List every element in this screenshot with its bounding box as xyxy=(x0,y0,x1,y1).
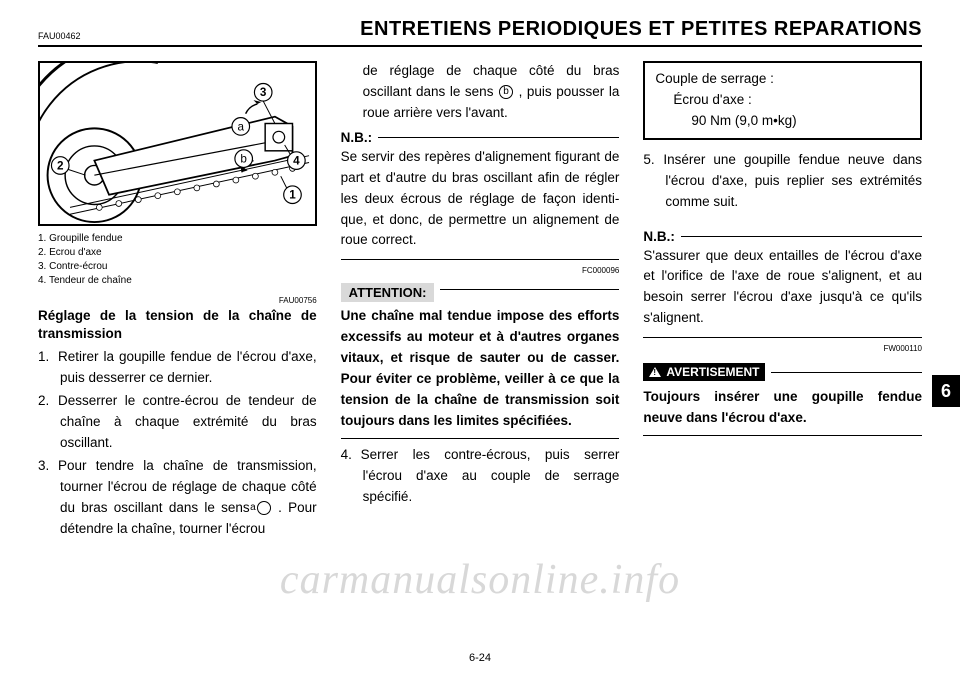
svg-text:2: 2 xyxy=(57,159,64,172)
figure-caption: 1. Groupille fendue 2. Ecrou d'axe 3. Co… xyxy=(38,232,317,288)
section-code: FW000110 xyxy=(643,344,922,353)
caption-line: 4. Tendeur de chaîne xyxy=(38,274,317,288)
torque-line-1: Couple de serrage : xyxy=(655,69,910,90)
note-header: N.B.: xyxy=(643,229,922,244)
warning-badge: AVERTISEMENT xyxy=(643,363,765,381)
direction-a-icon: a xyxy=(257,501,271,515)
section-code: FC000096 xyxy=(341,266,620,275)
rule-line xyxy=(341,259,620,260)
attention-label: ATTENTION: xyxy=(341,283,435,302)
content-columns: 3 a b 4 1 2 xyxy=(38,61,922,542)
rule-line xyxy=(643,435,922,436)
rule-line xyxy=(440,289,619,290)
column-1: 3 a b 4 1 2 xyxy=(38,61,317,542)
svg-text:a: a xyxy=(238,120,245,133)
rule-line xyxy=(341,438,620,439)
warning-triangle-icon xyxy=(649,367,661,377)
torque-line-2: Écrou d'axe : xyxy=(655,90,910,111)
direction-b-icon: b xyxy=(499,85,513,99)
column-2: de réglage de chaque côté du bras oscill… xyxy=(341,61,620,542)
torque-spec-box: Couple de serrage : Écrou d'axe : 90 Nm … xyxy=(643,61,922,140)
step-1: 1.Retirer la goupille fendue de l'é­crou… xyxy=(38,347,317,389)
warning-label: AVERTISEMENT xyxy=(666,365,759,379)
step-text: Serrer les contre-écrous, puis serrer l'… xyxy=(361,447,620,504)
step-text: Insérer une goupille fendue neuve dans l… xyxy=(663,152,922,209)
rule-line xyxy=(378,137,619,138)
wheel-chain-figure: 3 a b 4 1 2 xyxy=(38,61,317,226)
page-number: 6-24 xyxy=(0,652,960,664)
rule-line xyxy=(771,372,922,373)
column-3: Couple de serrage : Écrou d'axe : 90 Nm … xyxy=(643,61,922,542)
warning-header: AVERTISEMENT xyxy=(643,363,922,381)
step-text: Desserrer le contre-écrou de ten­deur de… xyxy=(58,393,317,450)
header-title: ENTRETIENS PERIODIQUES ET PETITES REPARA… xyxy=(360,18,922,41)
chapter-tab: 6 xyxy=(932,375,960,407)
wheel-chain-illustration: 3 a b 4 1 2 xyxy=(40,63,315,224)
step-number: 2. xyxy=(38,391,58,412)
note-text: Se servir des repères d'alignement figur… xyxy=(341,147,620,252)
note-text: S'assurer que deux entailles de l'é­crou… xyxy=(643,246,922,330)
step-text: Pour tendre la chaîne de trans­mission, … xyxy=(58,458,317,536)
step-4: 4.Serrer les contre-écrous, puis serrer … xyxy=(341,445,620,508)
caption-line: 3. Contre-écrou xyxy=(38,260,317,274)
note-label: N.B.: xyxy=(341,130,373,145)
warning-text: Toujours insérer une goupille fen­due ne… xyxy=(643,387,922,429)
watermark: carmanualsonline.info xyxy=(0,556,960,604)
svg-text:4: 4 xyxy=(293,154,300,167)
note-header: N.B.: xyxy=(341,130,620,145)
header-code: FAU00462 xyxy=(38,31,81,41)
step-number: 3. xyxy=(38,456,58,477)
note-label: N.B.: xyxy=(643,229,675,244)
attention-text: Une chaîne mal tendue impose des efforts… xyxy=(341,306,620,432)
step-5: 5.Insérer une goupille fendue neuve dans… xyxy=(643,150,922,213)
caption-line: 1. Groupille fendue xyxy=(38,232,317,246)
step-3-continued: de réglage de chaque côté du bras oscill… xyxy=(341,61,620,124)
step-3: 3.Pour tendre la chaîne de trans­mission… xyxy=(38,456,317,540)
step-number: 5. xyxy=(643,150,663,171)
step-text: Retirer la goupille fendue de l'é­crou d… xyxy=(58,349,317,385)
section-title: Réglage de la tension de la chaîne de tr… xyxy=(38,307,317,343)
rule-line xyxy=(681,236,922,237)
step-2: 2.Desserrer le contre-écrou de ten­deur … xyxy=(38,391,317,454)
svg-text:b: b xyxy=(240,153,247,166)
rule-line xyxy=(643,337,922,338)
caption-line: 2. Ecrou d'axe xyxy=(38,246,317,260)
step-number: 4. xyxy=(341,445,361,466)
svg-text:1: 1 xyxy=(289,189,296,202)
header: FAU00462 ENTRETIENS PERIODIQUES ET PETIT… xyxy=(38,18,922,47)
attention-header: ATTENTION: xyxy=(341,277,620,302)
page: FAU00462 ENTRETIENS PERIODIQUES ET PETIT… xyxy=(0,0,960,676)
svg-text:3: 3 xyxy=(260,86,267,99)
torque-line-3: 90 Nm (9,0 m•kg) xyxy=(655,111,910,132)
step-number: 1. xyxy=(38,347,58,368)
section-code: FAU00756 xyxy=(38,296,317,305)
